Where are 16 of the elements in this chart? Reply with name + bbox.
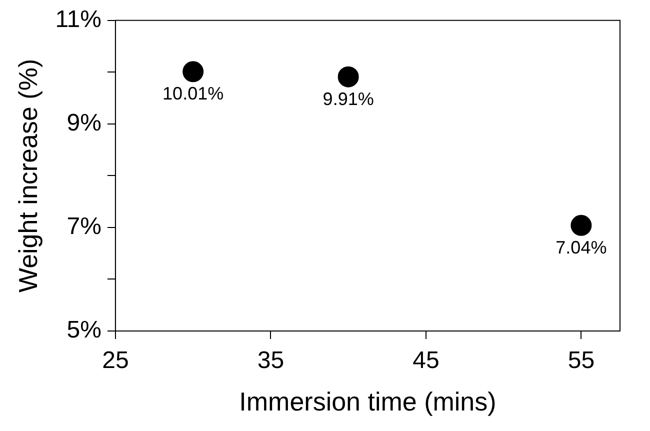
- y-tick-label: 9%: [66, 110, 102, 137]
- y-tick-label: 7%: [66, 213, 102, 240]
- y-tick-label: 5%: [66, 316, 102, 344]
- y-tick-label: 11%: [55, 6, 102, 34]
- x-tick-label: 35: [257, 347, 284, 374]
- x-tick-label: 55: [568, 347, 595, 374]
- x-tick-label: 25: [102, 347, 129, 374]
- point: [338, 66, 359, 88]
- point: [570, 214, 592, 236]
- x-tick-label: 45: [412, 347, 440, 374]
- data-label: 10.01%: [162, 84, 224, 104]
- y-axis-title: Weight increase (%): [12, 58, 43, 293]
- point: [182, 61, 204, 82]
- x-axis-title: Immersion time (mins): [239, 386, 496, 417]
- data-label: 9.91%: [322, 88, 374, 109]
- data-label: 7.04%: [556, 237, 607, 258]
